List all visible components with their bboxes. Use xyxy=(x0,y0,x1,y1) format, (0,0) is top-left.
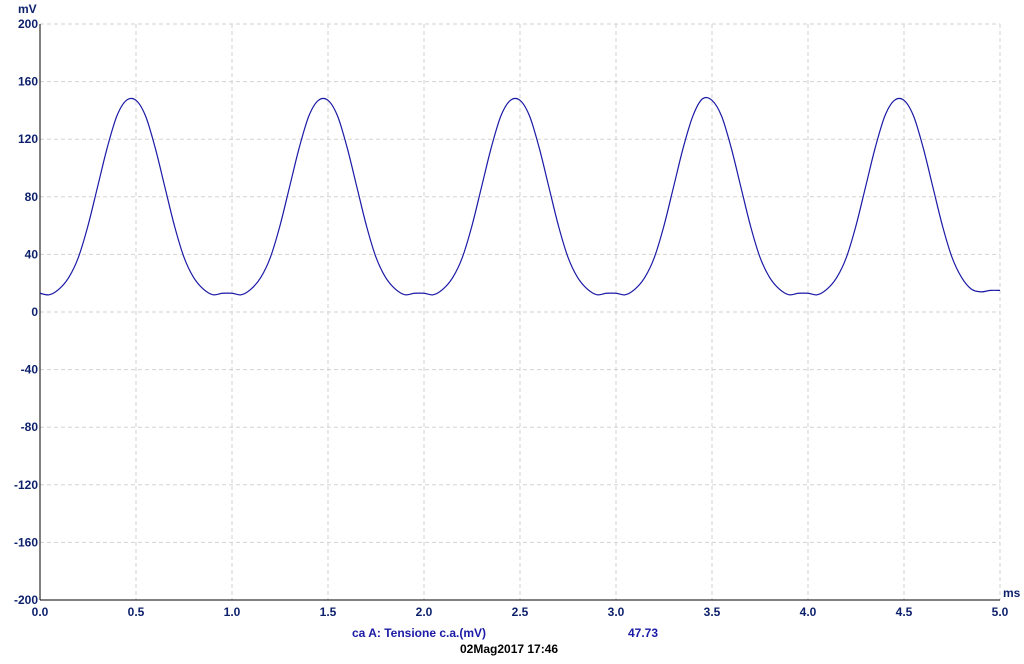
channel-value: 47.73 xyxy=(628,626,658,640)
x-tick-label: 3.0 xyxy=(608,605,625,619)
y-tick-label: 160 xyxy=(18,75,38,89)
x-tick-label: 5.0 xyxy=(992,605,1009,619)
channel-label: ca A: Tensione c.a.(mV) xyxy=(352,626,486,640)
trace-layer xyxy=(39,96,1001,296)
x-tick-label: 1.5 xyxy=(320,605,337,619)
x-tick-label: 0.0 xyxy=(32,605,49,619)
x-axis-unit-label: ms xyxy=(1003,586,1021,600)
series-line xyxy=(39,96,1001,296)
y-tick-label: -80 xyxy=(21,420,39,434)
y-tick-label: 200 xyxy=(18,17,38,31)
y-axis-unit-label: mV xyxy=(18,2,37,16)
x-tick-label: 3.5 xyxy=(704,605,721,619)
x-tick-label: 2.5 xyxy=(512,605,529,619)
x-tick-label: 1.0 xyxy=(224,605,241,619)
timestamp: 02Mag2017 17:46 xyxy=(460,642,558,656)
y-tick-label: -200 xyxy=(14,593,38,607)
y-tick-label: 120 xyxy=(18,132,38,146)
y-tick-label: 0 xyxy=(31,305,38,319)
axes-layer xyxy=(39,24,1000,601)
x-tick-label: 2.0 xyxy=(416,605,433,619)
y-tick-label: -120 xyxy=(14,478,38,492)
x-tick-label: 0.5 xyxy=(128,605,145,619)
grid-layer xyxy=(40,23,1001,600)
y-tick-label: 80 xyxy=(25,190,39,204)
y-tick-label: 40 xyxy=(25,247,39,261)
y-tick-label: -160 xyxy=(14,535,38,549)
x-tick-label: 4.5 xyxy=(896,605,913,619)
y-tick-label: -40 xyxy=(21,363,39,377)
x-tick-label: 4.0 xyxy=(800,605,817,619)
